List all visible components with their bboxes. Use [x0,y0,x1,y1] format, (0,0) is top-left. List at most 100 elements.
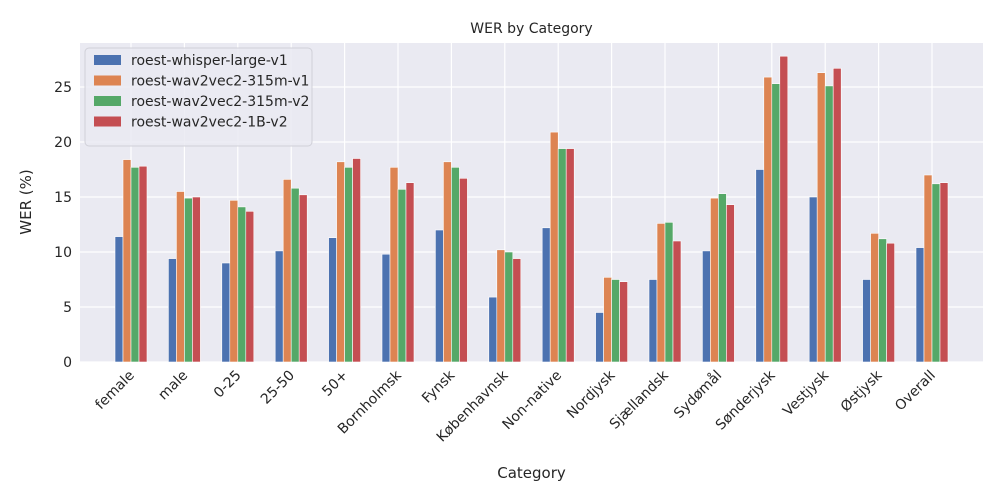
bar [290,187,300,363]
x-tick-label: Sydømål [670,367,725,422]
bars [114,55,949,363]
bar [389,167,399,363]
x-tick-label: male [155,368,191,404]
x-axis-label: Category [497,464,566,482]
bar [915,247,925,363]
bar [755,169,765,363]
x-tick-label: 50+ [319,368,351,400]
bar [405,182,415,363]
bar [328,237,337,363]
bar [763,76,773,363]
y-tick-label: 0 [63,355,72,371]
bar [184,197,193,363]
legend-label: roest-wav2vec2-315m-v2 [131,94,309,110]
bar [443,161,452,363]
bar [122,159,132,363]
bar [611,279,620,363]
bar [168,258,177,363]
bar [710,197,719,363]
x-tick-label: Østjysk [838,367,886,415]
bar [878,238,887,363]
bar [648,279,658,363]
bar [344,167,353,363]
bar [245,211,255,363]
legend-swatch [94,75,121,86]
bar [808,196,818,363]
bar [886,242,895,363]
bar [664,222,674,363]
bar [504,251,514,363]
bar [114,236,124,363]
bar [130,167,140,363]
legend-label: roest-wav2vec2-315m-v1 [131,74,309,90]
bar [496,249,506,363]
x-tick-label: Overall [892,368,939,415]
bar [557,148,567,363]
legend: roest-whisper-large-v1 roest-wav2vec2-315… [84,47,313,147]
bar [298,194,308,363]
y-axis-label: WER (%) [17,169,35,234]
x-tick-labels: female male 0-25 25-50 50+Bornholmsk FynskKøb… [92,367,938,446]
bar [435,229,444,363]
bar [718,193,727,363]
y-tick-label: 25 [54,80,72,96]
bar [771,83,781,363]
bar [565,148,575,363]
x-tick-label: Fynsk [419,367,459,407]
bar [221,262,231,363]
legend-box [84,47,313,147]
bar [336,161,345,363]
bar [931,183,941,363]
bar [176,191,185,363]
y-tick-label: 15 [54,190,72,206]
y-tick-label: 10 [54,245,72,261]
bar [862,279,871,363]
bar [832,68,842,363]
legend-swatch [94,116,121,127]
bar [816,72,826,363]
y-tick-labels: 0 5 10 15 20 25 [54,80,72,371]
x-tick-label: Sjællandsk [607,367,673,433]
legend-label: roest-whisper-large-v1 [131,53,288,69]
bar [549,131,559,363]
bar [595,312,604,363]
bar [237,206,247,363]
y-tick-label: 20 [54,135,72,151]
bar [352,158,361,363]
bar [939,182,949,363]
bar [381,253,391,363]
bar [672,240,682,363]
bar [619,281,628,363]
y-tick-label: 5 [63,300,72,316]
bar [282,179,292,363]
bar [138,165,148,363]
bar [824,85,834,363]
bar [192,196,201,363]
bar [397,189,407,363]
bar [702,250,711,363]
bar [603,276,612,363]
x-tick-label: 0-25 [211,368,245,402]
legend-swatch [94,96,121,106]
bar [451,167,460,363]
bar [512,258,522,363]
bar [459,178,468,363]
legend-swatch [94,55,121,65]
bar [923,174,933,363]
bar [229,200,239,363]
bar [870,233,879,363]
x-tick-label: female [92,368,137,413]
bar [541,227,551,363]
chart-title: WER by Category [470,21,592,37]
bar [779,55,789,363]
bar [726,204,735,363]
x-tick-label: 25-50 [258,368,298,408]
x-tick-label: Vestjysk [780,367,833,420]
bar [274,250,284,363]
x-tick-label: Nordjysk [564,367,619,422]
legend-label: roest-wav2vec2-1B-v2 [131,115,288,131]
bar [656,223,666,363]
bar [488,296,498,363]
